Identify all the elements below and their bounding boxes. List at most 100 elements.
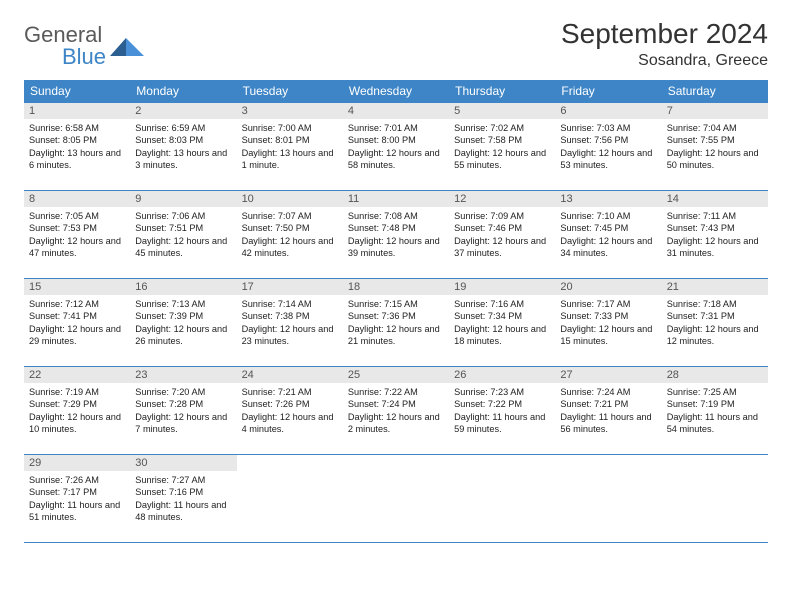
- col-wednesday: Wednesday: [343, 80, 449, 103]
- sunset-text: Sunset: 7:55 PM: [667, 134, 763, 146]
- sunrise-text: Sunrise: 7:03 AM: [560, 122, 656, 134]
- sunset-text: Sunset: 7:29 PM: [29, 398, 125, 410]
- sunset-text: Sunset: 8:00 PM: [348, 134, 444, 146]
- brand-blue: Blue: [62, 44, 106, 69]
- sunrise-text: Sunrise: 7:22 AM: [348, 386, 444, 398]
- header: General Blue September 2024 Sosandra, Gr…: [24, 18, 768, 70]
- day-details: Sunrise: 7:08 AMSunset: 7:48 PMDaylight:…: [343, 207, 449, 265]
- day-details: Sunrise: 6:58 AMSunset: 8:05 PMDaylight:…: [24, 119, 130, 177]
- sunset-text: Sunset: 7:24 PM: [348, 398, 444, 410]
- sunrise-text: Sunrise: 7:21 AM: [242, 386, 338, 398]
- day-number: 2: [130, 103, 236, 119]
- sunset-text: Sunset: 7:53 PM: [29, 222, 125, 234]
- daylight-text: Daylight: 12 hours and 39 minutes.: [348, 235, 444, 260]
- day-details: Sunrise: 7:15 AMSunset: 7:36 PMDaylight:…: [343, 295, 449, 353]
- sunrise-text: Sunrise: 7:01 AM: [348, 122, 444, 134]
- calendar-cell: [449, 455, 555, 543]
- calendar-cell: 28Sunrise: 7:25 AMSunset: 7:19 PMDayligh…: [662, 367, 768, 455]
- sunrise-text: Sunrise: 7:20 AM: [135, 386, 231, 398]
- logo-mark-icon: [110, 36, 144, 56]
- day-number: 4: [343, 103, 449, 119]
- day-number: 22: [24, 367, 130, 383]
- daylight-text: Daylight: 12 hours and 7 minutes.: [135, 411, 231, 436]
- sunrise-text: Sunrise: 7:02 AM: [454, 122, 550, 134]
- day-details: Sunrise: 7:05 AMSunset: 7:53 PMDaylight:…: [24, 207, 130, 265]
- calendar-cell: 24Sunrise: 7:21 AMSunset: 7:26 PMDayligh…: [237, 367, 343, 455]
- day-details: Sunrise: 7:03 AMSunset: 7:56 PMDaylight:…: [555, 119, 661, 177]
- col-sunday: Sunday: [24, 80, 130, 103]
- sunrise-text: Sunrise: 7:00 AM: [242, 122, 338, 134]
- sunset-text: Sunset: 7:56 PM: [560, 134, 656, 146]
- sunrise-text: Sunrise: 7:12 AM: [29, 298, 125, 310]
- daylight-text: Daylight: 13 hours and 6 minutes.: [29, 147, 125, 172]
- sunrise-text: Sunrise: 7:15 AM: [348, 298, 444, 310]
- daylight-text: Daylight: 12 hours and 29 minutes.: [29, 323, 125, 348]
- day-details: Sunrise: 7:26 AMSunset: 7:17 PMDaylight:…: [24, 471, 130, 529]
- day-details: Sunrise: 7:10 AMSunset: 7:45 PMDaylight:…: [555, 207, 661, 265]
- calendar-cell: 20Sunrise: 7:17 AMSunset: 7:33 PMDayligh…: [555, 279, 661, 367]
- sunrise-text: Sunrise: 7:17 AM: [560, 298, 656, 310]
- sunrise-text: Sunrise: 7:10 AM: [560, 210, 656, 222]
- sunrise-text: Sunrise: 7:08 AM: [348, 210, 444, 222]
- calendar-cell: 27Sunrise: 7:24 AMSunset: 7:21 PMDayligh…: [555, 367, 661, 455]
- daylight-text: Daylight: 12 hours and 21 minutes.: [348, 323, 444, 348]
- calendar-cell: 17Sunrise: 7:14 AMSunset: 7:38 PMDayligh…: [237, 279, 343, 367]
- daylight-text: Daylight: 12 hours and 31 minutes.: [667, 235, 763, 260]
- sunset-text: Sunset: 7:45 PM: [560, 222, 656, 234]
- day-details: Sunrise: 7:02 AMSunset: 7:58 PMDaylight:…: [449, 119, 555, 177]
- day-details: Sunrise: 7:13 AMSunset: 7:39 PMDaylight:…: [130, 295, 236, 353]
- sunrise-text: Sunrise: 7:19 AM: [29, 386, 125, 398]
- calendar-cell: [662, 455, 768, 543]
- day-details: Sunrise: 7:19 AMSunset: 7:29 PMDaylight:…: [24, 383, 130, 441]
- sunrise-text: Sunrise: 7:16 AM: [454, 298, 550, 310]
- daylight-text: Daylight: 12 hours and 18 minutes.: [454, 323, 550, 348]
- calendar-cell: 5Sunrise: 7:02 AMSunset: 7:58 PMDaylight…: [449, 103, 555, 191]
- day-number: 29: [24, 455, 130, 471]
- brand-logo: General Blue: [24, 18, 144, 68]
- day-number: 1: [24, 103, 130, 119]
- sunset-text: Sunset: 7:22 PM: [454, 398, 550, 410]
- day-number: 25: [343, 367, 449, 383]
- calendar-cell: 11Sunrise: 7:08 AMSunset: 7:48 PMDayligh…: [343, 191, 449, 279]
- day-number: 20: [555, 279, 661, 295]
- title-block: September 2024 Sosandra, Greece: [561, 18, 768, 70]
- day-number: 9: [130, 191, 236, 207]
- daylight-text: Daylight: 12 hours and 58 minutes.: [348, 147, 444, 172]
- sunrise-text: Sunrise: 7:14 AM: [242, 298, 338, 310]
- col-saturday: Saturday: [662, 80, 768, 103]
- day-number: 26: [449, 367, 555, 383]
- calendar-row: 29Sunrise: 7:26 AMSunset: 7:17 PMDayligh…: [24, 455, 768, 543]
- sunrise-text: Sunrise: 7:06 AM: [135, 210, 231, 222]
- calendar-row: 15Sunrise: 7:12 AMSunset: 7:41 PMDayligh…: [24, 279, 768, 367]
- calendar-cell: 2Sunrise: 6:59 AMSunset: 8:03 PMDaylight…: [130, 103, 236, 191]
- col-thursday: Thursday: [449, 80, 555, 103]
- daylight-text: Daylight: 12 hours and 4 minutes.: [242, 411, 338, 436]
- daylight-text: Daylight: 12 hours and 47 minutes.: [29, 235, 125, 260]
- month-title: September 2024: [561, 18, 768, 50]
- sunset-text: Sunset: 7:39 PM: [135, 310, 231, 322]
- day-details: Sunrise: 7:18 AMSunset: 7:31 PMDaylight:…: [662, 295, 768, 353]
- day-number: 5: [449, 103, 555, 119]
- day-details: Sunrise: 7:25 AMSunset: 7:19 PMDaylight:…: [662, 383, 768, 441]
- sunset-text: Sunset: 7:36 PM: [348, 310, 444, 322]
- calendar-cell: 3Sunrise: 7:00 AMSunset: 8:01 PMDaylight…: [237, 103, 343, 191]
- daylight-text: Daylight: 12 hours and 23 minutes.: [242, 323, 338, 348]
- sunrise-text: Sunrise: 7:07 AM: [242, 210, 338, 222]
- day-details: Sunrise: 7:22 AMSunset: 7:24 PMDaylight:…: [343, 383, 449, 441]
- day-number: 6: [555, 103, 661, 119]
- day-details: Sunrise: 7:16 AMSunset: 7:34 PMDaylight:…: [449, 295, 555, 353]
- sunset-text: Sunset: 7:16 PM: [135, 486, 231, 498]
- sunset-text: Sunset: 7:26 PM: [242, 398, 338, 410]
- day-number: 12: [449, 191, 555, 207]
- calendar-body: 1Sunrise: 6:58 AMSunset: 8:05 PMDaylight…: [24, 103, 768, 543]
- calendar-cell: 30Sunrise: 7:27 AMSunset: 7:16 PMDayligh…: [130, 455, 236, 543]
- daylight-text: Daylight: 12 hours and 45 minutes.: [135, 235, 231, 260]
- daylight-text: Daylight: 11 hours and 59 minutes.: [454, 411, 550, 436]
- calendar-cell: 16Sunrise: 7:13 AMSunset: 7:39 PMDayligh…: [130, 279, 236, 367]
- daylight-text: Daylight: 11 hours and 51 minutes.: [29, 499, 125, 524]
- calendar-row: 1Sunrise: 6:58 AMSunset: 8:05 PMDaylight…: [24, 103, 768, 191]
- sunset-text: Sunset: 7:50 PM: [242, 222, 338, 234]
- sunrise-text: Sunrise: 7:09 AM: [454, 210, 550, 222]
- day-number: 3: [237, 103, 343, 119]
- calendar-cell: 15Sunrise: 7:12 AMSunset: 7:41 PMDayligh…: [24, 279, 130, 367]
